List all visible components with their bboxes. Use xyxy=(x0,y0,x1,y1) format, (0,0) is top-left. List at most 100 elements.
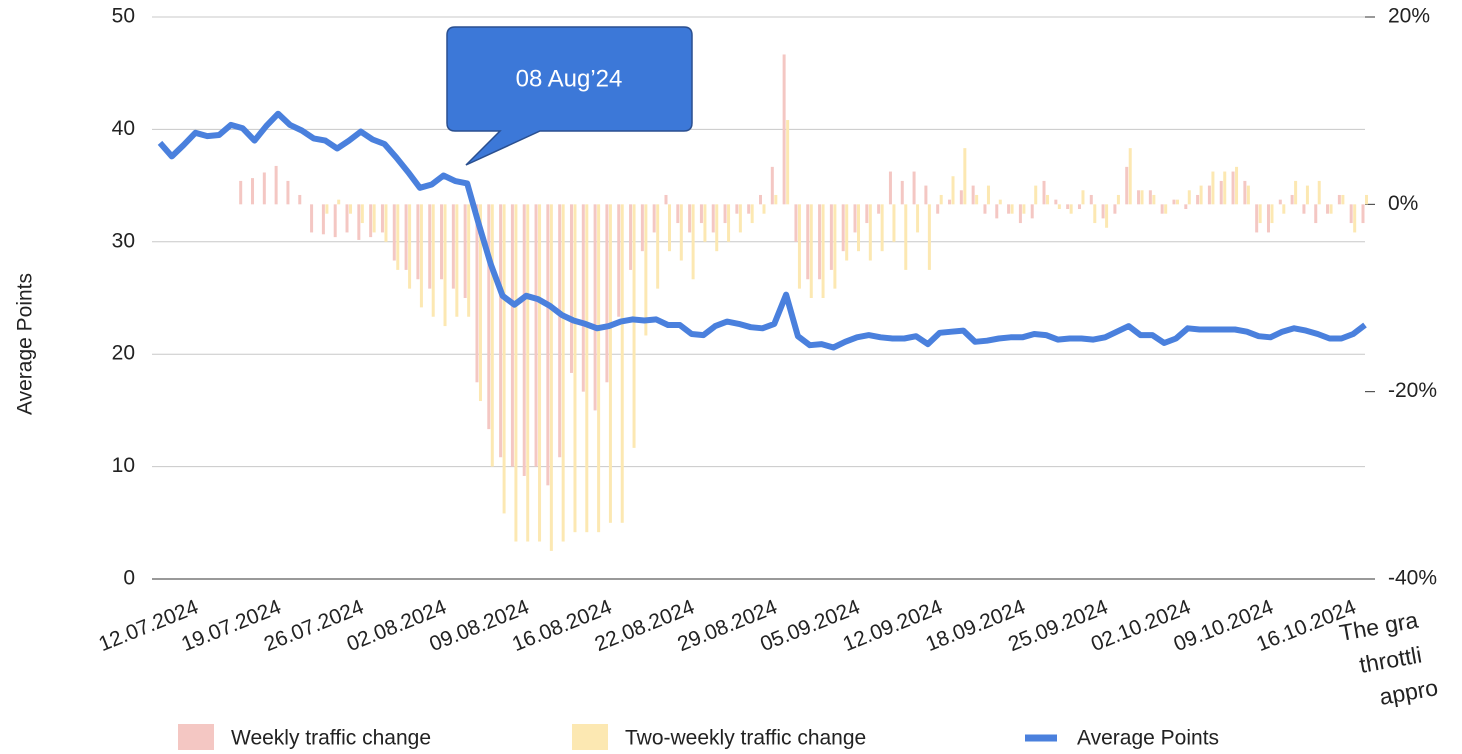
bar xyxy=(522,204,526,476)
bar xyxy=(963,148,967,205)
bar xyxy=(1207,185,1211,205)
bar xyxy=(656,204,660,289)
bar xyxy=(664,194,668,205)
bar xyxy=(1093,204,1097,224)
bar xyxy=(1270,204,1274,224)
bar xyxy=(1077,204,1081,210)
bar xyxy=(1337,194,1341,205)
bar xyxy=(1066,204,1070,210)
bar xyxy=(1266,204,1270,233)
bar xyxy=(786,120,790,205)
bar xyxy=(620,204,624,523)
bar xyxy=(782,54,786,205)
bar xyxy=(549,204,553,551)
legend-label: Two-weekly traffic change xyxy=(625,727,866,750)
bar xyxy=(1349,204,1353,224)
bar xyxy=(605,204,609,383)
bar xyxy=(419,204,423,308)
bar xyxy=(1057,204,1061,210)
bar xyxy=(1365,194,1368,205)
bar xyxy=(467,204,471,317)
bar xyxy=(794,204,798,242)
bar xyxy=(1361,204,1365,224)
bar xyxy=(948,199,952,205)
bar xyxy=(514,204,518,542)
bar xyxy=(951,176,955,205)
legend-label: Weekly traffic change xyxy=(231,727,431,750)
y-tick-label: 50 xyxy=(112,5,135,28)
bar xyxy=(349,204,353,214)
bar xyxy=(593,204,597,411)
bar xyxy=(759,194,762,205)
bar xyxy=(1030,204,1034,219)
bar xyxy=(676,204,680,224)
y-tick-label: 10 xyxy=(112,454,135,477)
bar xyxy=(912,171,916,205)
bar xyxy=(510,204,514,467)
y-tick-label: 40 xyxy=(112,117,135,140)
bar xyxy=(325,204,329,214)
bar xyxy=(699,204,703,224)
bar xyxy=(298,194,302,205)
bar xyxy=(916,204,920,233)
bar xyxy=(239,180,243,205)
bar xyxy=(629,204,633,270)
bar xyxy=(360,204,364,224)
bar xyxy=(404,204,408,270)
bar xyxy=(286,180,290,205)
bar xyxy=(321,204,325,235)
bar xyxy=(1258,204,1262,224)
bar xyxy=(1081,190,1085,205)
bar xyxy=(998,199,1002,205)
bar xyxy=(1101,204,1105,219)
bar xyxy=(857,204,861,252)
bar xyxy=(1010,204,1014,214)
line xyxy=(157,110,1367,351)
bar xyxy=(750,204,754,224)
bar xyxy=(1175,199,1179,205)
y-tick-label: 20 xyxy=(112,342,135,365)
bar xyxy=(1007,204,1011,214)
bar xyxy=(617,204,621,317)
bar xyxy=(1046,194,1050,205)
bar xyxy=(416,204,420,280)
bar xyxy=(845,204,849,261)
bar xyxy=(380,204,384,233)
legend-swatch xyxy=(572,724,608,750)
bar xyxy=(1255,204,1259,233)
callout xyxy=(446,26,693,166)
bar xyxy=(727,204,731,242)
bar xyxy=(986,185,990,205)
y2-tick-label: -40% xyxy=(1388,567,1437,590)
bar xyxy=(1219,180,1223,205)
bar xyxy=(1069,204,1073,214)
bar xyxy=(384,204,388,242)
bar xyxy=(644,204,648,336)
bar xyxy=(738,204,742,233)
bar xyxy=(900,180,904,205)
bar xyxy=(880,204,884,252)
bar xyxy=(585,204,589,533)
bar xyxy=(679,204,683,261)
bar xyxy=(995,204,999,219)
bar xyxy=(715,204,719,252)
bar xyxy=(723,204,727,224)
bar xyxy=(1329,204,1333,214)
bar xyxy=(1314,204,1318,224)
bar xyxy=(797,204,801,289)
bar xyxy=(1290,194,1294,205)
bar xyxy=(688,204,692,233)
bar xyxy=(1184,204,1188,210)
bar xyxy=(904,204,908,270)
bar xyxy=(1054,199,1058,205)
bar xyxy=(1164,204,1168,214)
bar xyxy=(1137,190,1141,205)
side-text: throttli xyxy=(1357,641,1423,677)
bar xyxy=(877,204,881,214)
bar xyxy=(1353,204,1357,233)
bar xyxy=(1042,180,1046,205)
bar xyxy=(1116,194,1120,205)
bar xyxy=(310,204,314,233)
bar xyxy=(735,204,739,214)
